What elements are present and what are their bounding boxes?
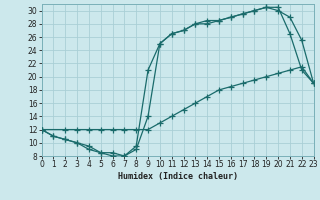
X-axis label: Humidex (Indice chaleur): Humidex (Indice chaleur) [118,172,237,181]
